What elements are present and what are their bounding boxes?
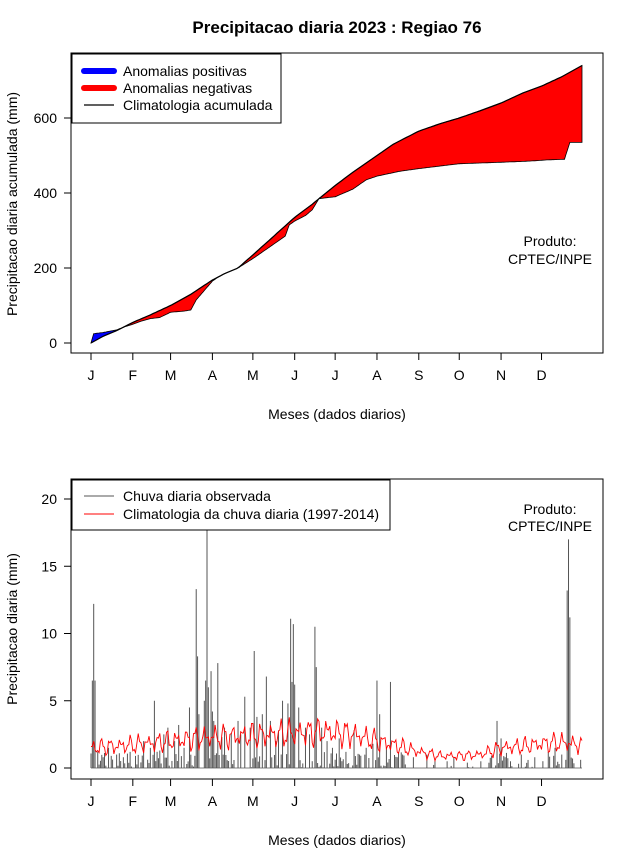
legend-label-observed-rain: Chuva diaria observada (123, 488, 271, 504)
bottom-y-tick-label-2: 10 (41, 626, 57, 642)
bottom-x-tick-label-11: D (536, 793, 546, 809)
top-x-tick-label-6: J (332, 367, 339, 383)
climatology-daily-rain-line (90, 717, 583, 763)
top-x-axis-label: Meses (dados diarios) (268, 406, 406, 422)
top-x-tick-label-8: S (414, 367, 423, 383)
bottom-chart: J F M A M J J A S O N D 0 5 10 15 20 Meses (dados diari… (4, 478, 604, 848)
top-y-axis: 0 200 400 600 (34, 110, 71, 351)
top-y-tick-label-2: 400 (34, 185, 58, 201)
top-x-tick-label-9: O (454, 367, 465, 383)
bottom-plot-area (90, 528, 583, 769)
bottom-product-note-line1: Produto: (524, 501, 577, 517)
legend-label-positive: Anomalias positivas (123, 63, 247, 79)
top-y-axis-label: Precipitacao diaria acumulada (mm) (4, 92, 20, 316)
top-x-tick-label-2: M (165, 367, 177, 383)
bottom-x-tick-label-7: A (372, 793, 382, 809)
climatology-cumulative-line (90, 64, 583, 344)
top-product-note-line2: CPTEC/INPE (508, 251, 592, 267)
top-plot-area (90, 64, 583, 344)
bottom-plot-frame (70, 478, 604, 780)
legend-label-negative: Anomalias negativas (123, 80, 252, 96)
top-x-tick-label-3: A (208, 367, 218, 383)
bottom-x-tick-label-2: M (165, 793, 177, 809)
top-x-tick-label-10: N (496, 367, 506, 383)
top-y-tick-label-3: 600 (34, 110, 58, 126)
bottom-y-tick-label-4: 20 (41, 491, 57, 507)
bottom-y-tick-label-3: 15 (41, 558, 57, 574)
bottom-x-tick-label-8: S (414, 793, 423, 809)
bottom-x-tick-label-5: J (291, 793, 298, 809)
bottom-x-tick-label-3: A (208, 793, 218, 809)
bottom-product-note-line2: CPTEC/INPE (508, 518, 592, 534)
top-product-note-line1: Produto: (524, 233, 577, 249)
bottom-x-tick-label-6: J (332, 793, 339, 809)
top-plot-frame (70, 52, 604, 354)
top-chart: Precipitacao diaria 2023 : Regiao 76 J F M… (4, 18, 604, 422)
top-x-tick-label-5: J (291, 367, 298, 383)
bottom-x-tick-label-4: M (247, 793, 259, 809)
top-legend-box (71, 53, 282, 124)
top-x-tick-label-11: D (536, 367, 546, 383)
top-chart-title: Precipitacao diaria 2023 : Regiao 76 (192, 18, 481, 37)
bottom-legend: Chuva diaria observada Climatologia da c… (71, 479, 391, 531)
bottom-legend-box (71, 479, 391, 531)
bottom-y-axis: 0 5 10 15 20 (41, 491, 71, 776)
top-x-tick-label-1: F (129, 367, 138, 383)
bottom-x-axis-label: Meses (dados diarios) (268, 832, 406, 848)
bottom-y-tick-label-1: 5 (49, 693, 57, 709)
top-legend: Anomalias positivas Anomalias negativas … (71, 53, 282, 124)
bottom-x-tick-label-0: J (88, 793, 95, 809)
top-x-tick-label-0: J (88, 367, 95, 383)
bottom-x-tick-label-1: F (129, 793, 138, 809)
bottom-x-tick-label-9: O (454, 793, 465, 809)
top-y-tick-label-0: 0 (49, 335, 57, 351)
top-x-tick-label-4: M (247, 367, 259, 383)
legend-label-climatology: Climatologia acumulada (123, 97, 273, 113)
bottom-x-tick-label-10: N (496, 793, 506, 809)
bottom-y-axis-label: Precipitacao diaria (mm) (4, 553, 20, 705)
top-x-tick-label-7: A (372, 367, 382, 383)
legend-label-climatology-rain: Climatologia da chuva diaria (1997-2014) (123, 506, 379, 522)
top-y-tick-label-1: 200 (34, 260, 58, 276)
bottom-y-tick-label-0: 0 (49, 760, 57, 776)
